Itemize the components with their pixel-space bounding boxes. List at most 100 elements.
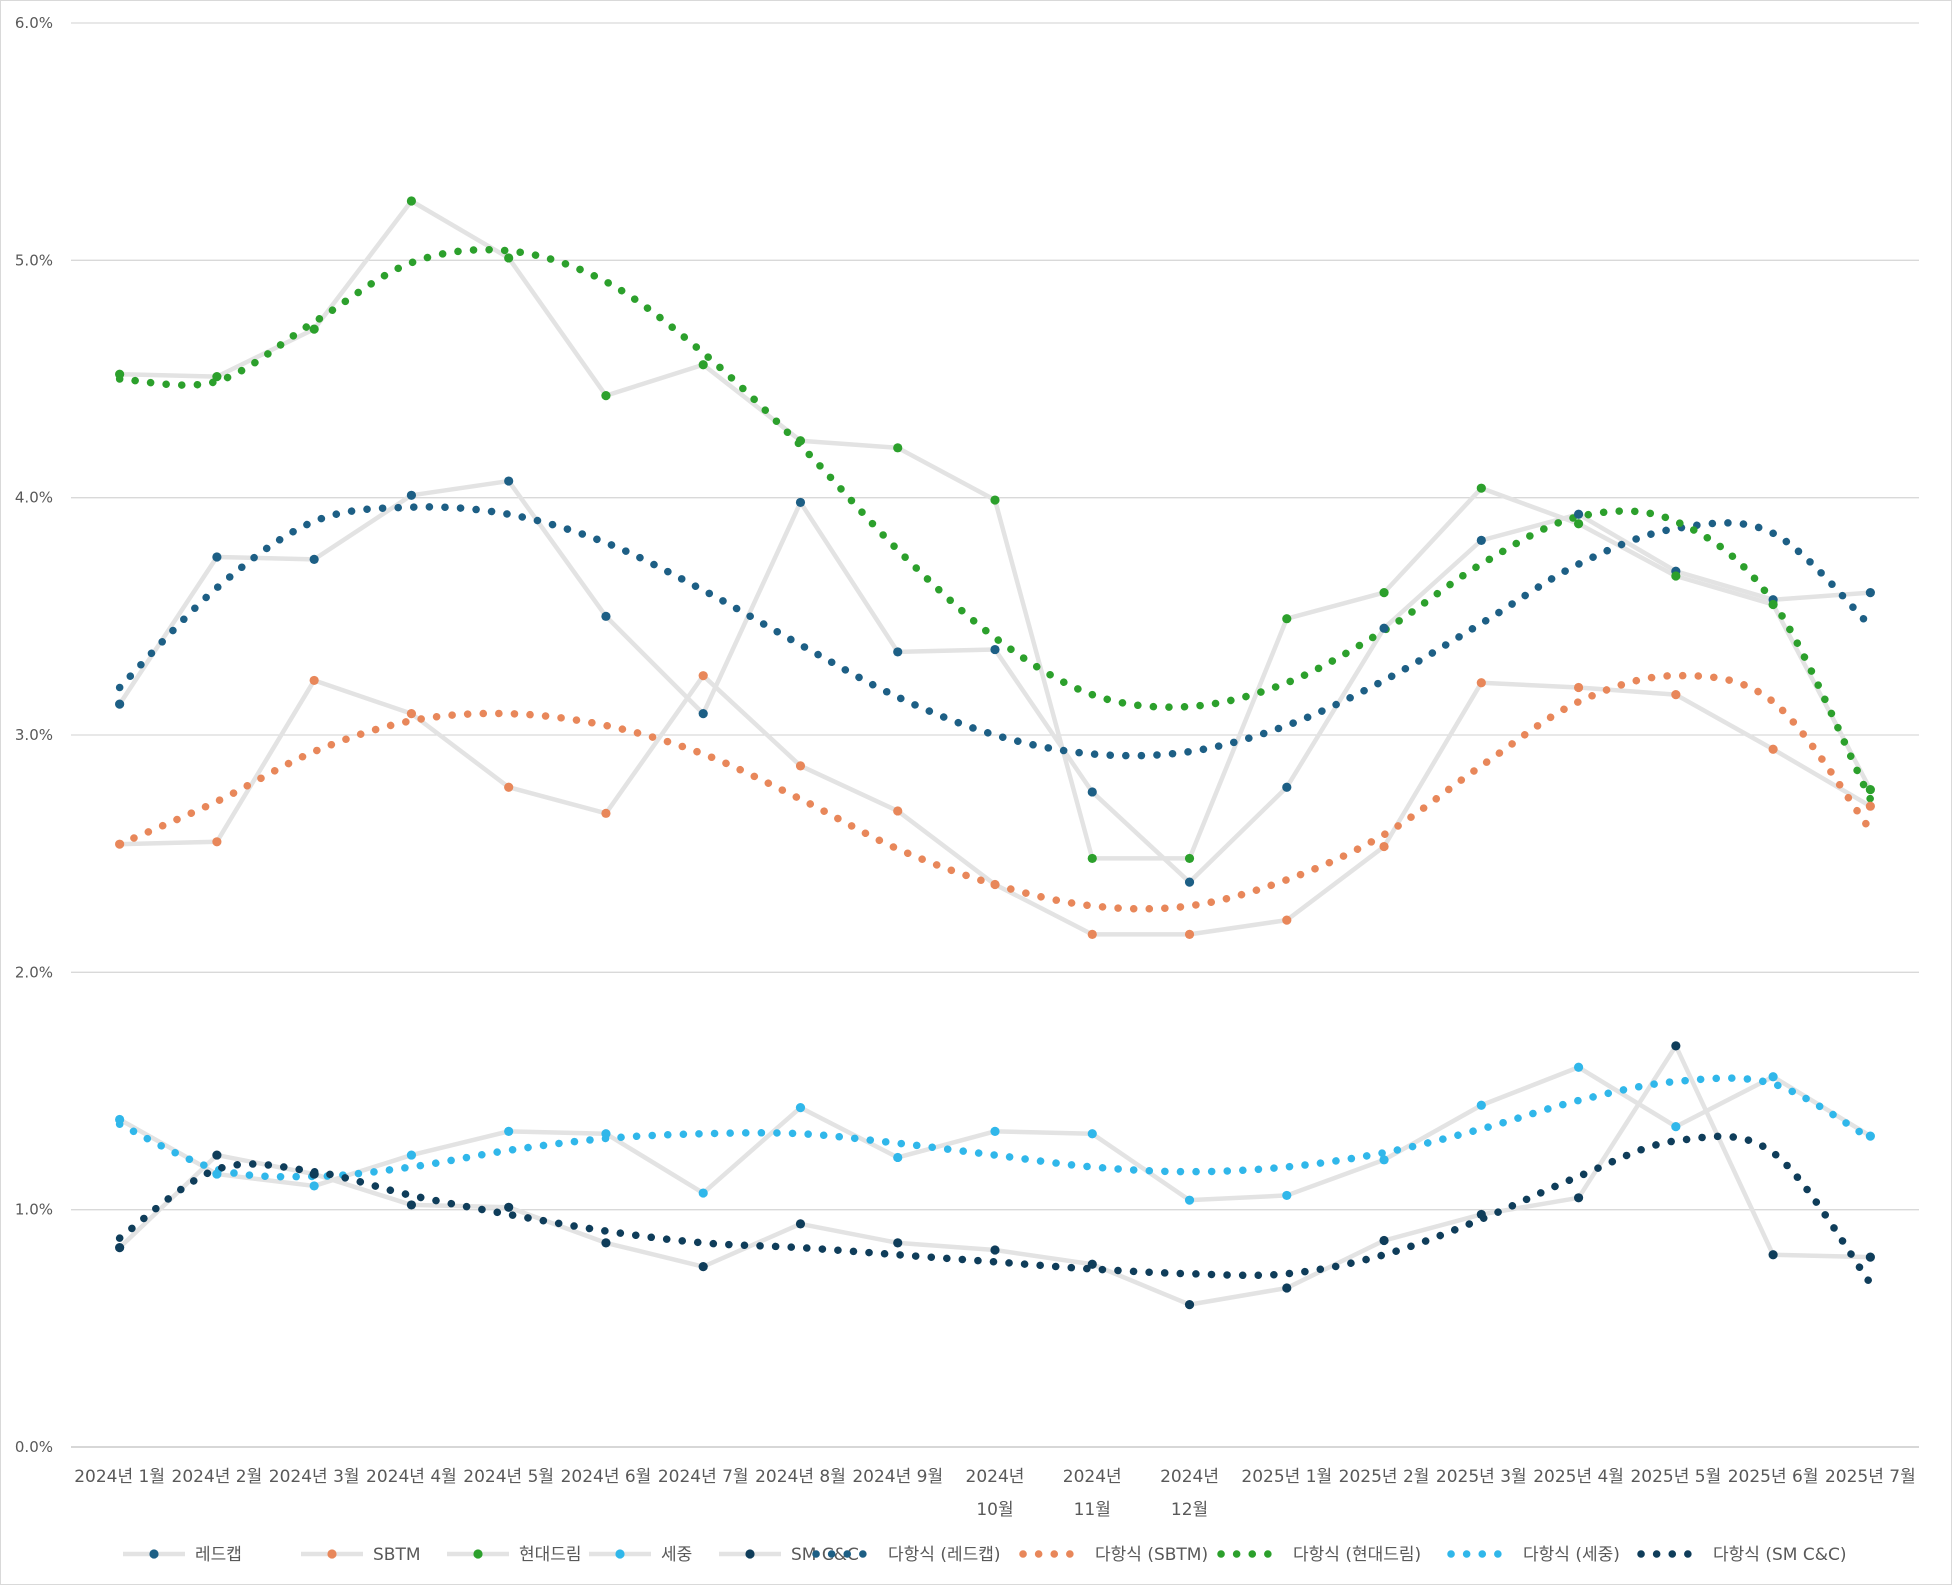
data-point: [698, 360, 708, 370]
legend-marker-swatch: [149, 1549, 159, 1559]
legend-label: 다항식 (레드캡): [888, 1545, 1001, 1565]
y-tick-label: 1.0%: [15, 1201, 53, 1219]
legend-label: 다항식 (세중): [1523, 1545, 1620, 1565]
x-tick-label: 2024년 9월: [852, 1467, 943, 1487]
x-tick-label: 2025년 7월: [1825, 1467, 1916, 1487]
x-tick-label: 2025년 4월: [1533, 1467, 1624, 1487]
x-tick-label: 2025년 2월: [1339, 1467, 1430, 1487]
data-point: [1184, 877, 1195, 887]
data-point: [1282, 1190, 1292, 1201]
data-point: [1282, 614, 1292, 624]
data-point: [115, 839, 125, 849]
legend-marker-swatch: [473, 1549, 483, 1559]
x-tick-label: 11월: [1074, 1500, 1111, 1520]
data-point: [893, 806, 903, 816]
x-tick-label: 12월: [1171, 1500, 1208, 1520]
y-tick-label: 4.0%: [15, 489, 53, 507]
gridlines: [71, 22, 1919, 1448]
data-point: [795, 436, 806, 446]
trendline: [115, 1132, 1875, 1287]
legend-label: 다항식 (SM C&C): [1713, 1545, 1846, 1565]
y-axis-tick-labels: 0.0% 1.0% 2.0% 3.0% 4.0% 5.0% 6.0%: [15, 14, 53, 1456]
data-point: [1184, 1195, 1195, 1205]
x-tick-label: 2024년 5월: [463, 1467, 554, 1487]
data-point: [1379, 841, 1389, 852]
y-tick-label: 5.0%: [15, 251, 53, 269]
data-point: [601, 391, 611, 401]
data-point: [601, 1129, 611, 1139]
legend-label: 다항식 (SBTM): [1095, 1545, 1208, 1565]
x-tick-label: 2025년 5월: [1630, 1467, 1721, 1487]
data-point: [115, 1114, 125, 1125]
data-point: [1184, 1300, 1195, 1310]
data-point: [893, 443, 903, 453]
trendline: [115, 245, 1875, 803]
data-point: [990, 879, 1000, 890]
data-point: [309, 324, 319, 334]
trendline: [115, 671, 1875, 913]
data-point: [212, 552, 222, 562]
x-tick-label: 2024년 4월: [366, 1467, 457, 1487]
data-point: [1379, 588, 1389, 598]
data-point: [1087, 1129, 1097, 1139]
data-point: [1282, 782, 1292, 792]
legend-label: SBTM: [373, 1545, 421, 1565]
x-tick-label: 2024년 8월: [755, 1467, 846, 1487]
data-point: [698, 709, 708, 719]
series-lines: [117, 198, 1873, 1307]
data-point: [1282, 915, 1292, 925]
legend-marker-swatch: [615, 1549, 625, 1559]
data-point: [115, 369, 125, 379]
data-point: [795, 497, 806, 508]
data-point: [1282, 1283, 1292, 1293]
series-markers: [115, 196, 1875, 1310]
data-point: [1087, 853, 1097, 864]
data-point: [893, 1238, 903, 1248]
x-tick-label: 2024년: [966, 1467, 1025, 1487]
data-point: [1671, 1122, 1681, 1132]
data-point: [698, 671, 708, 681]
data-point: [1573, 682, 1584, 693]
data-point: [406, 490, 417, 500]
data-point: [698, 1262, 708, 1272]
data-point: [795, 1103, 806, 1113]
x-tick-label: 2024년 7월: [658, 1467, 749, 1487]
data-point: [795, 761, 806, 771]
data-point: [212, 837, 222, 847]
data-point: [1087, 929, 1097, 939]
data-point: [1087, 1259, 1097, 1269]
data-point: [1768, 1072, 1778, 1082]
data-point: [990, 1245, 1000, 1255]
trendline: [115, 1074, 1875, 1181]
data-point: [1476, 1209, 1486, 1220]
data-point: [406, 709, 417, 719]
data-point: [1768, 1250, 1778, 1260]
data-point: [1865, 1252, 1875, 1262]
data-point: [1865, 588, 1875, 598]
data-point: [1379, 623, 1389, 633]
data-point: [504, 782, 514, 792]
x-tick-label: 2025년 6월: [1728, 1467, 1819, 1487]
x-tick-label: 2024년 3월: [269, 1467, 360, 1487]
data-point: [1865, 1131, 1875, 1141]
data-point: [212, 1169, 222, 1179]
data-point: [601, 1238, 611, 1248]
legend-label: 세중: [661, 1545, 692, 1565]
y-tick-label: 2.0%: [15, 963, 53, 981]
data-point: [212, 372, 222, 382]
x-tick-label: 2025년 3월: [1436, 1467, 1527, 1487]
data-point: [406, 1150, 417, 1160]
data-point: [115, 699, 125, 709]
data-point: [309, 554, 319, 564]
data-point: [1476, 535, 1486, 545]
data-point: [1573, 509, 1584, 519]
data-point: [1671, 1041, 1681, 1051]
y-tick-label: 0.0%: [15, 1438, 53, 1456]
data-point: [795, 1219, 806, 1229]
legend-label: 레드캡: [195, 1545, 242, 1565]
data-point: [504, 1126, 514, 1136]
data-point: [115, 1243, 125, 1253]
data-point: [504, 1202, 514, 1212]
series-line: [119, 673, 1872, 937]
data-point: [1865, 801, 1875, 811]
